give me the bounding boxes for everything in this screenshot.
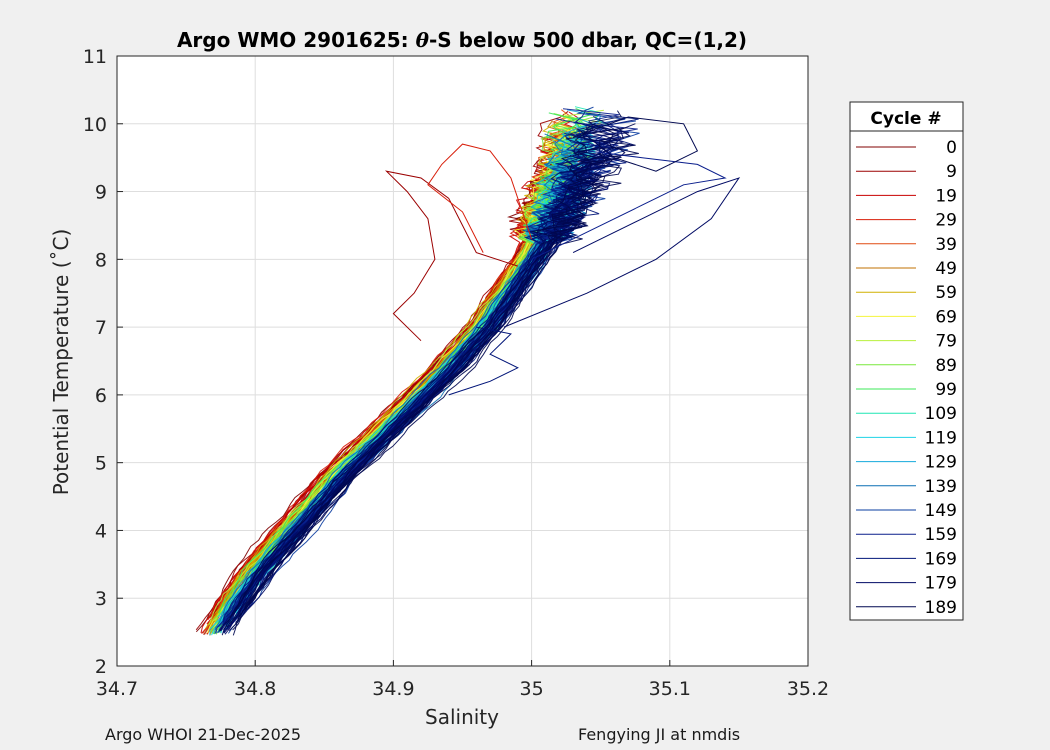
legend-label-119: 119 xyxy=(925,428,957,448)
y-tick-label: 10 xyxy=(83,114,107,136)
y-axis-label: Potential Temperature (˚C) xyxy=(49,229,73,496)
legend-label-99: 99 xyxy=(935,380,957,400)
footer-source-date: Argo WHOI 21-Dec-2025 xyxy=(105,725,302,744)
y-tick-label: 2 xyxy=(95,656,107,678)
profile-line-outlier xyxy=(427,143,533,253)
legend-label-179: 179 xyxy=(925,574,957,594)
chart-title-part1: Argo WMO 2901625: xyxy=(177,28,416,52)
legend-label-139: 139 xyxy=(925,477,957,497)
legend-label-79: 79 xyxy=(935,332,957,352)
y-tick-label: 9 xyxy=(95,182,107,204)
y-tick-label: 8 xyxy=(95,249,107,271)
y-tick-label: 3 xyxy=(95,588,107,610)
legend: Cycle # 0 9 19 29 39 49 59 69 79 89 99 109 119 129 139… xyxy=(849,101,964,621)
legend-label-9: 9 xyxy=(946,162,957,182)
profile-line-outlier xyxy=(448,326,519,396)
legend-label-189: 189 xyxy=(925,598,957,618)
profile-line-outlier xyxy=(531,150,727,260)
footer-author: Fengying JI at nmdis xyxy=(578,725,741,744)
profile-line-outlier xyxy=(572,116,699,172)
x-tick-label: 34.8 xyxy=(234,678,276,700)
x-tick-label: 34.7 xyxy=(96,678,138,700)
y-tick-label: 6 xyxy=(95,385,107,407)
profile-line-outlier xyxy=(503,177,741,328)
y-tick-label: 7 xyxy=(95,317,107,339)
profile-line-cycle xyxy=(214,118,582,614)
y-tick-label: 11 xyxy=(83,46,107,68)
legend-label-29: 29 xyxy=(935,211,957,231)
legend-label-49: 49 xyxy=(935,259,957,279)
y-tick-label: 5 xyxy=(95,453,107,475)
axis-ticks: 34.7 34.8 34.9 35 35.1 35.2 2 3 4 5 6 7 8 9 10 11 xyxy=(83,46,829,700)
legend-label-0: 0 xyxy=(946,138,957,158)
y-tick-label: 4 xyxy=(95,520,107,542)
legend-label-69: 69 xyxy=(935,307,957,327)
profile-line-cycle xyxy=(237,155,623,620)
legend-label-159: 159 xyxy=(925,525,957,545)
profile-line-cycle xyxy=(208,154,575,626)
x-tick-label: 35.1 xyxy=(649,678,691,700)
chart-title: Argo WMO 2901625: θ-S below 500 dbar, QC… xyxy=(177,28,747,52)
legend-label-39: 39 xyxy=(935,235,957,255)
x-tick-label: 34.9 xyxy=(372,678,414,700)
chart-title-part2: -S below 500 dbar, QC=(1,2) xyxy=(429,28,747,52)
legend-label-109: 109 xyxy=(925,404,957,424)
legend-label-129: 129 xyxy=(925,453,957,473)
x-tick-label: 35.2 xyxy=(787,678,829,700)
profile-line-cycle xyxy=(232,122,639,636)
profile-line-outlier xyxy=(384,170,518,342)
profile-lines xyxy=(195,106,741,636)
chart-title-theta: θ xyxy=(416,28,430,52)
legend-label-149: 149 xyxy=(925,501,957,521)
legend-label-89: 89 xyxy=(935,356,957,376)
profile-line-cycle xyxy=(234,127,627,611)
legend-box xyxy=(849,101,964,621)
legend-title: Cycle # xyxy=(870,109,941,129)
legend-label-169: 169 xyxy=(925,549,957,569)
x-axis-label: Salinity xyxy=(425,705,499,729)
axes-frame xyxy=(116,55,809,667)
legend-label-19: 19 xyxy=(935,186,957,206)
profile-line-cycle xyxy=(228,172,598,632)
legend-label-59: 59 xyxy=(935,283,957,303)
profile-line-cycle xyxy=(239,187,594,610)
x-tick-label: 35 xyxy=(520,678,544,700)
